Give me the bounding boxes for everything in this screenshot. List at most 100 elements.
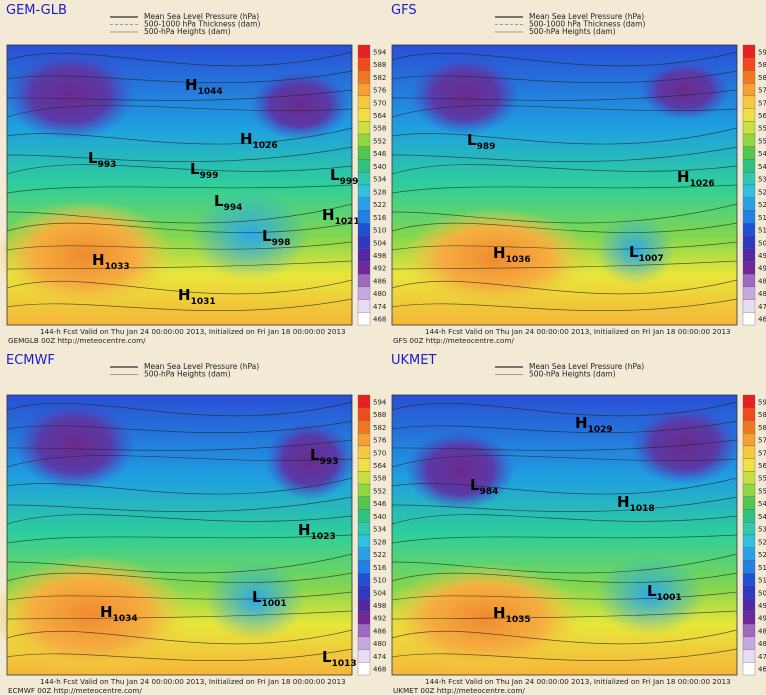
colorbar-swatch bbox=[742, 420, 756, 434]
colorbar-swatch bbox=[357, 636, 371, 650]
contour-line bbox=[391, 184, 738, 194]
contour-line bbox=[6, 89, 353, 101]
center-value: 993 bbox=[320, 457, 339, 467]
center-letter: H bbox=[100, 603, 113, 621]
colorbar-label: 504 bbox=[758, 589, 766, 597]
panel-title: GEM-GLB bbox=[6, 3, 67, 18]
colorbar-swatch bbox=[357, 662, 371, 676]
colorbar-swatch bbox=[357, 560, 371, 574]
pressure-center: L1001 bbox=[252, 588, 287, 609]
colorbar-label: 474 bbox=[373, 653, 387, 661]
contour-line bbox=[6, 127, 353, 145]
contour-line bbox=[391, 420, 738, 433]
colorbar-label: 552 bbox=[373, 487, 386, 495]
colorbar-label: 558 bbox=[758, 125, 766, 133]
colorbar-label: 528 bbox=[758, 538, 766, 546]
colorbar-label: 534 bbox=[373, 526, 387, 534]
colorbar-swatch bbox=[742, 159, 756, 173]
colorbar-swatch bbox=[742, 445, 756, 459]
contour-line bbox=[391, 553, 738, 574]
colorbar-swatch bbox=[742, 534, 756, 548]
contour-line bbox=[6, 298, 353, 311]
field-blob bbox=[405, 430, 515, 510]
colorbar-swatch bbox=[357, 248, 371, 262]
colorbar-label: 540 bbox=[373, 513, 386, 521]
pressure-center: H1026 bbox=[240, 130, 278, 151]
pressure-center: H1044 bbox=[185, 76, 223, 97]
colorbar-swatch bbox=[357, 57, 371, 71]
colorbar-label: 516 bbox=[373, 214, 387, 222]
pressure-center: L1007 bbox=[629, 243, 664, 264]
contour-line bbox=[391, 629, 738, 645]
contour-line bbox=[391, 89, 738, 101]
center-value: 1018 bbox=[630, 504, 655, 514]
contour-line bbox=[391, 496, 738, 512]
center-letter: H bbox=[575, 414, 588, 432]
colorbar-label: 588 bbox=[758, 61, 766, 69]
center-letter: L bbox=[88, 149, 98, 167]
colorbar-swatch bbox=[742, 299, 756, 313]
colorbar-swatch bbox=[742, 261, 756, 275]
colorbar-swatch bbox=[357, 312, 371, 326]
colorbar-label: 534 bbox=[758, 176, 766, 184]
colorbar-swatch bbox=[357, 197, 371, 211]
colorbar-swatch bbox=[357, 649, 371, 663]
colorbar-swatch bbox=[742, 210, 756, 224]
colorbar-swatch bbox=[742, 623, 756, 637]
colorbar-swatch bbox=[742, 197, 756, 211]
colorbar-swatch bbox=[357, 534, 371, 548]
contour-line bbox=[391, 260, 738, 270]
colorbar-label: 570 bbox=[758, 449, 766, 457]
field-blob bbox=[15, 400, 135, 490]
contour-line bbox=[391, 70, 738, 83]
colorbar-label: 498 bbox=[373, 252, 386, 260]
center-value: 1035 bbox=[506, 615, 531, 625]
colorbar-swatch bbox=[742, 394, 756, 408]
contour-line bbox=[6, 401, 353, 417]
contour-line bbox=[391, 514, 738, 525]
pressure-center: H1031 bbox=[178, 286, 216, 307]
colorbar-swatch bbox=[742, 273, 756, 287]
contour-line bbox=[391, 591, 738, 601]
colorbar-label: 468 bbox=[758, 666, 766, 674]
contour-line bbox=[6, 279, 353, 295]
colorbar-label: 588 bbox=[758, 411, 766, 419]
contour-line bbox=[6, 164, 353, 175]
contour-line bbox=[6, 496, 353, 512]
center-value: 998 bbox=[272, 238, 291, 248]
colorbar-label: 576 bbox=[758, 437, 766, 445]
colorbar-label: 492 bbox=[758, 615, 766, 623]
colorbar-label: 528 bbox=[373, 188, 386, 196]
legend-text: Mean Sea Level Pressure (hPa) bbox=[529, 362, 644, 371]
center-value: 1034 bbox=[113, 614, 138, 624]
contour-line bbox=[6, 610, 353, 620]
field-blob bbox=[0, 200, 175, 310]
colorbar-label: 540 bbox=[758, 513, 766, 521]
colorbar-swatch bbox=[742, 522, 756, 536]
contour-line bbox=[6, 241, 353, 251]
center-letter: H bbox=[493, 244, 506, 262]
center-value: 1044 bbox=[198, 87, 223, 97]
legend-text: Mean Sea Level Pressure (hPa) bbox=[529, 12, 644, 21]
colorbar-label: 594 bbox=[373, 48, 387, 56]
contour-line bbox=[391, 648, 738, 661]
colorbar-label: 480 bbox=[758, 290, 766, 298]
field-blob bbox=[595, 555, 705, 635]
center-letter: H bbox=[178, 286, 191, 304]
center-value: 999 bbox=[340, 177, 359, 187]
colorbar-label: 516 bbox=[758, 564, 766, 572]
colorbar-swatch bbox=[742, 172, 756, 186]
colorbar-swatch bbox=[357, 261, 371, 275]
contour-line bbox=[391, 241, 738, 251]
contour-line bbox=[391, 534, 738, 544]
colorbar-swatch bbox=[357, 223, 371, 237]
colorbar-swatch bbox=[357, 522, 371, 536]
colorbar-label: 546 bbox=[758, 500, 766, 508]
colorbar-label: 570 bbox=[373, 99, 386, 107]
colorbar-label: 486 bbox=[758, 277, 766, 285]
contour-line bbox=[6, 648, 353, 661]
colorbar-swatch bbox=[742, 471, 756, 485]
colorbar-label: 510 bbox=[373, 577, 386, 585]
